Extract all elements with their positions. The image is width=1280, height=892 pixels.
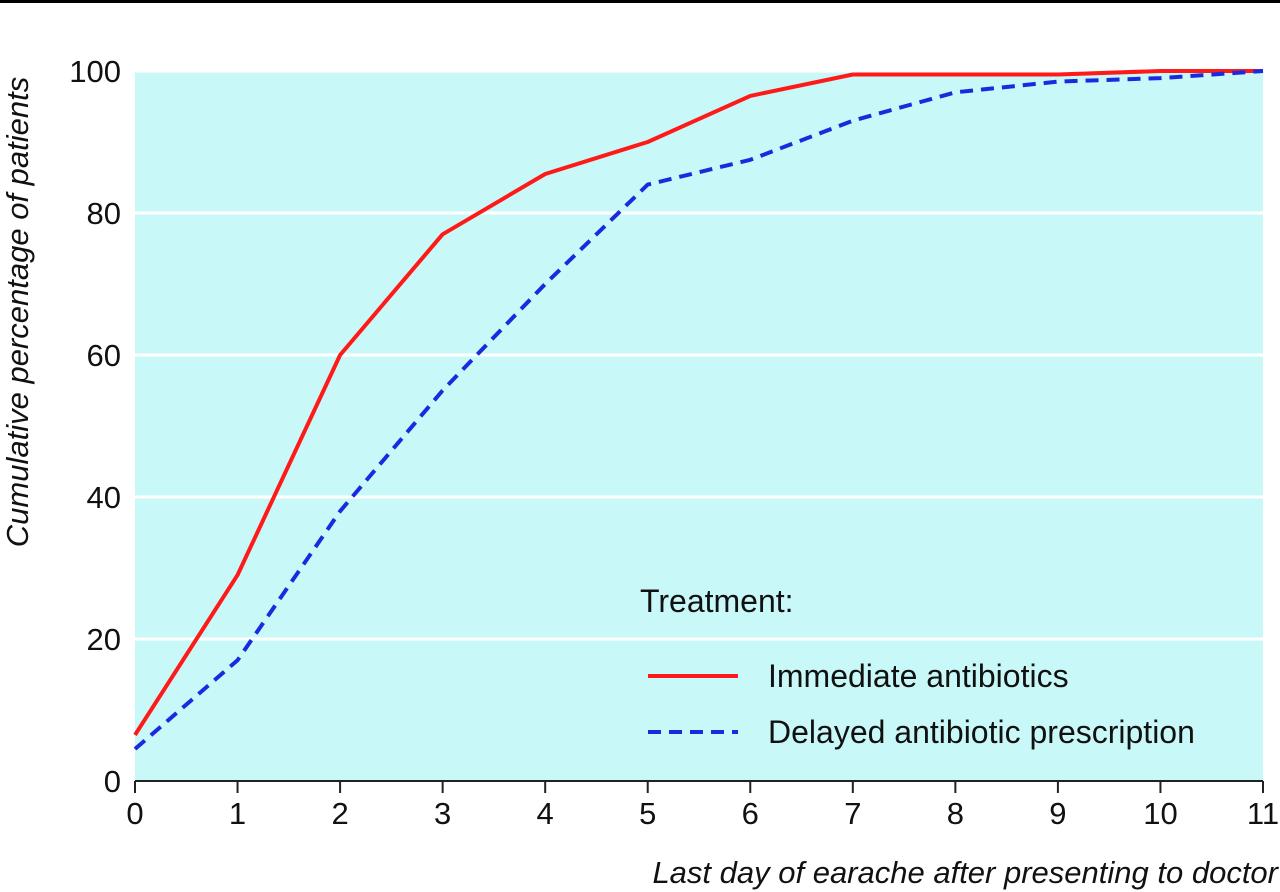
- y-tick-label-80: 80: [87, 196, 121, 231]
- x-tick-label-6: 6: [742, 796, 759, 831]
- x-axis: 0 1 2 3 4 5 6 7 8 9 10 11: [126, 780, 1279, 831]
- legend-label-immediate-antibiotics: Immediate antibiotics: [768, 658, 1069, 694]
- x-tick-label-0: 0: [126, 796, 143, 831]
- plot-area: [135, 71, 1263, 781]
- x-tick-label-4: 4: [537, 796, 554, 831]
- y-axis-title: Cumulative percentage of patients: [0, 77, 35, 547]
- series-line-delayed-antibiotic-prescription: [133, 69, 1264, 751]
- y-tick-label-60: 60: [87, 338, 121, 373]
- series-lines: [133, 69, 1264, 751]
- y-tick-label-0: 0: [104, 764, 121, 799]
- x-tick-label-8: 8: [947, 796, 964, 831]
- x-tick-label-1: 1: [229, 796, 246, 831]
- y-tick-label-20: 20: [87, 622, 121, 657]
- gridlines: [135, 69, 1263, 641]
- x-axis-title: Last day of earache after presenting to …: [652, 855, 1279, 890]
- y-tick-label-40: 40: [87, 480, 121, 515]
- series-line-immediate-antibiotics: [133, 69, 1263, 736]
- x-tick-label-10: 10: [1143, 796, 1177, 831]
- legend-label-delayed-antibiotic-prescription: Delayed antibiotic prescription: [768, 714, 1195, 750]
- x-tick-label-2: 2: [331, 796, 348, 831]
- y-tick-label-100: 100: [69, 54, 121, 89]
- x-tick-label-9: 9: [1049, 796, 1066, 831]
- x-tick-label-7: 7: [844, 796, 861, 831]
- x-tick-label-5: 5: [639, 796, 656, 831]
- y-axis: 0 20 40 60 80 100: [69, 54, 121, 799]
- legend: Treatment: Immediate antibiotics Delayed…: [640, 583, 1195, 750]
- x-tick-label-11: 11: [1247, 796, 1279, 831]
- x-tick-label-3: 3: [434, 796, 451, 831]
- legend-title: Treatment:: [640, 583, 794, 619]
